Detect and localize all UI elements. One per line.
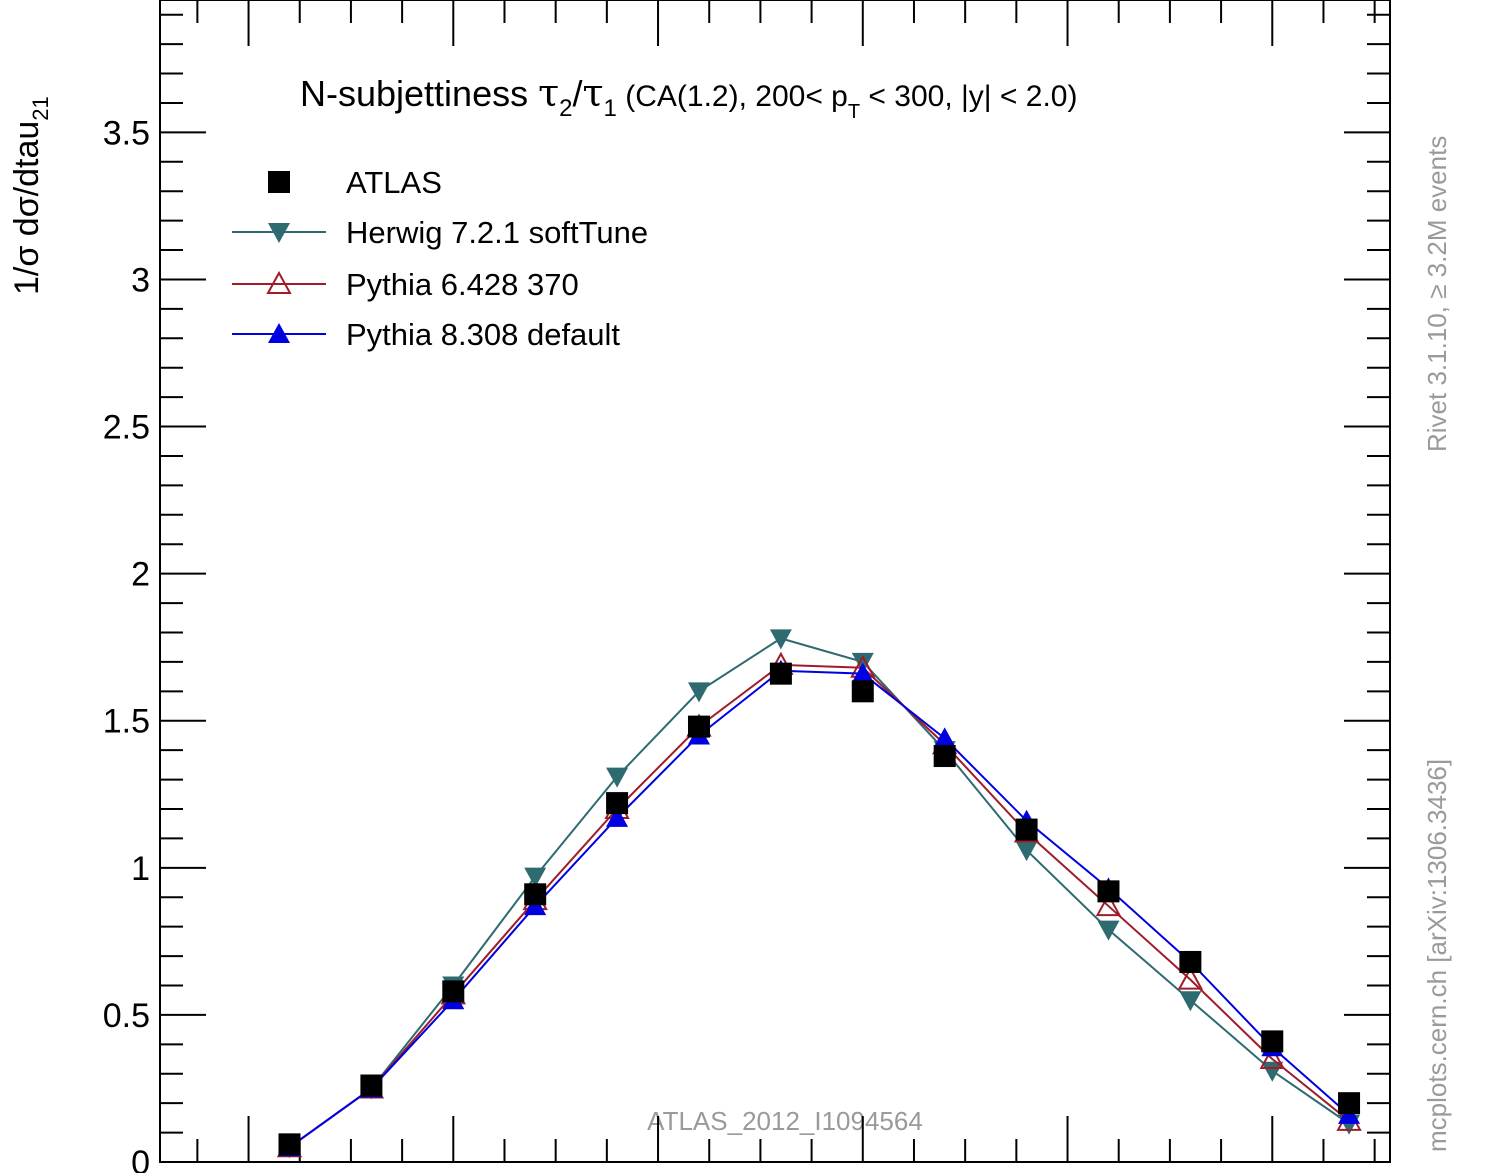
title-tau2: τ	[538, 71, 559, 115]
y-tick-label: 0.5	[103, 997, 150, 1035]
legend-label-atlas: ATLAS	[346, 165, 442, 200]
data-point-atlas	[851, 680, 874, 703]
data-point-herwig-7-2-1-softtune	[1179, 991, 1202, 1012]
data-point-atlas	[933, 745, 956, 768]
y-tick-label: 0	[131, 1144, 150, 1173]
data-point-atlas	[360, 1074, 383, 1097]
series-layer	[276, 629, 1362, 1159]
rivet-label: Rivet 3.1.10, ≥ 3.2M events	[1422, 136, 1452, 452]
data-point-atlas	[1179, 950, 1202, 973]
data-point-pythia-6-428-370	[1259, 1045, 1285, 1070]
y-tick-label: 1.5	[103, 703, 150, 741]
data-point-herwig-7-2-1-softtune	[769, 629, 792, 650]
series-atlas	[278, 662, 1361, 1156]
data-point-atlas	[1097, 880, 1120, 903]
data-point-atlas	[1015, 818, 1038, 841]
y-axis-label: 1/σ dσ/dtau21	[8, 96, 53, 295]
legend-label-pythia-8-308-default: Pythia 8.308 default	[346, 317, 620, 352]
series-line-pythia-8-308-default	[288, 669, 1350, 1149]
analysis-annotation: ATLAS_2012_I1094564	[647, 1106, 923, 1136]
title-tau1: τ	[583, 71, 604, 115]
data-point-herwig-7-2-1-softtune	[687, 682, 710, 703]
plot-frame	[159, 0, 1391, 1163]
legend-marker-pythia-8-308-default	[268, 323, 290, 343]
title-suffix-a: (CA(1.2), 200< p	[617, 80, 848, 113]
data-point-atlas	[442, 980, 465, 1003]
data-point-herwig-7-2-1-softtune	[606, 767, 629, 788]
legend-label-pythia-6-428-370: Pythia 6.428 370	[346, 267, 579, 302]
y-tick-label: 3	[131, 261, 150, 299]
title-prefix: N-subjettiness	[300, 73, 538, 114]
data-point-pythia-8-308-default	[851, 662, 874, 683]
y-tick-label: 3.5	[103, 114, 150, 152]
series-line-pythia-6-428-370	[288, 663, 1350, 1149]
data-point-herwig-7-2-1-softtune	[1261, 1061, 1284, 1082]
data-point-atlas	[524, 883, 547, 906]
series-line-herwig-7-2-1-softtune	[288, 637, 1350, 1149]
title-suffix-b: < 300, |y| < 2.0)	[860, 80, 1077, 113]
series-pythia-8-308-default	[278, 659, 1361, 1157]
data-point-pythia-6-428-370	[1095, 892, 1122, 917]
legend-marker-atlas	[268, 171, 290, 193]
data-point-pythia-6-428-370	[1177, 966, 1204, 990]
title-sub-t: T	[848, 101, 860, 123]
chart-title: N-subjettiness τ2/τ1 (CA(1.2), 200< pT <…	[300, 71, 1077, 123]
data-point-herwig-7-2-1-softtune	[524, 867, 547, 888]
y-tick-label: 2.5	[103, 409, 150, 447]
y-axis-label-main: 1/σ dσ/dtau	[8, 121, 46, 295]
legend-marker-herwig-7-2-1-softtune	[268, 223, 290, 243]
axis-ticks	[160, 0, 1390, 1163]
data-point-pythia-8-308-default	[933, 727, 956, 748]
title-sub1: 1	[604, 95, 617, 122]
data-point-pythia-8-308-default	[606, 806, 629, 827]
data-point-atlas	[606, 792, 629, 815]
legend-label-herwig-7-2-1-softtune: Herwig 7.2.1 softTune	[346, 215, 648, 250]
legend: ATLAS Herwig 7.2.1 softTune Pythia 6.428 3…	[232, 165, 648, 352]
series-pythia-6-428-370	[276, 651, 1362, 1158]
mcplots-label: mcplots.cern.ch [arXiv:1306.3436]	[1422, 759, 1452, 1152]
y-axis-label-sub: 21	[28, 96, 53, 120]
title-sub2: 2	[559, 95, 572, 122]
y-tick-label: 1	[131, 850, 150, 888]
data-point-atlas	[687, 715, 710, 738]
y-tick-label: 2	[131, 556, 150, 594]
title-slash: /	[573, 73, 583, 114]
legend-marker-pythia-6-428-370	[266, 270, 292, 294]
data-point-atlas	[769, 662, 792, 685]
series-herwig-7-2-1-softtune	[278, 629, 1361, 1159]
y-tick-labels: 0 0.5 1 1.5 2 2.5 3 3.5	[103, 114, 150, 1173]
data-point-herwig-7-2-1-softtune	[1097, 920, 1120, 941]
data-point-herwig-7-2-1-softtune	[1015, 841, 1038, 862]
data-point-atlas	[1261, 1030, 1284, 1053]
data-point-atlas	[278, 1133, 301, 1156]
data-point-atlas	[1338, 1092, 1361, 1115]
